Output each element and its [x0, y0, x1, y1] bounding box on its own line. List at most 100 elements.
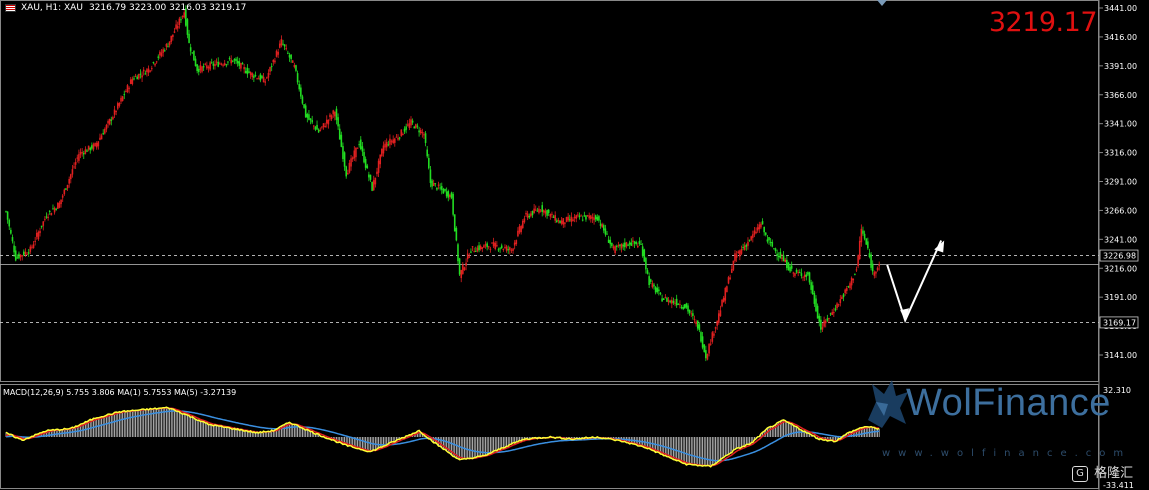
macd-axis-bottom: -33.411 [1103, 481, 1134, 490]
candle-body [539, 210, 542, 212]
candle-body [844, 289, 846, 294]
candle-body [672, 300, 675, 303]
candle-body [831, 312, 833, 315]
candle-body [361, 146, 364, 152]
candle-body [565, 217, 568, 222]
candle-body [666, 297, 668, 302]
candle-body [729, 277, 731, 280]
candle-body [329, 114, 331, 118]
candle-body [789, 266, 791, 272]
candle-body [674, 302, 676, 304]
candle-body [849, 283, 851, 289]
candle-body [11, 237, 14, 242]
candle-body [577, 214, 579, 216]
candle-body [225, 64, 228, 66]
candle-body [836, 303, 838, 309]
candle-body [740, 248, 743, 254]
candle-body [671, 299, 673, 304]
candle-body [372, 180, 375, 191]
candle-body [186, 19, 189, 35]
candle-body [434, 183, 437, 185]
candle-body [236, 60, 239, 64]
candle-body [5, 211, 7, 213]
candle-body [267, 72, 270, 78]
candle-body [232, 60, 234, 62]
candle-body [807, 272, 809, 275]
candle-body [358, 144, 360, 146]
candle-body [248, 71, 250, 73]
candle-body [293, 64, 296, 68]
candle-body [426, 149, 428, 157]
candle-body [737, 251, 740, 254]
time-shift-marker[interactable] [877, 0, 887, 6]
candle-body [204, 63, 207, 65]
candle-body [133, 78, 135, 80]
candle-body [865, 238, 868, 245]
candle-body [246, 67, 249, 75]
candle-body [351, 157, 354, 160]
candle-body [410, 119, 412, 126]
candle-body [628, 242, 631, 245]
candle-body [509, 247, 511, 250]
candle-body [31, 246, 33, 248]
candle-body [241, 63, 244, 65]
candle-body [815, 298, 817, 312]
chart-header: XAU, H1: XAU 3216.79 3223.00 3216.03 321… [5, 1, 246, 15]
candle-body [661, 298, 663, 302]
candle-body [235, 58, 237, 62]
candle-body [546, 210, 548, 216]
candle-body [803, 274, 806, 278]
candle-body [110, 119, 113, 121]
candle-body [654, 287, 657, 293]
candle-body [199, 65, 202, 71]
candle-body [708, 343, 710, 354]
candle-body [627, 244, 629, 246]
candle-body [317, 129, 320, 133]
candle-body [423, 134, 425, 136]
candle-body [581, 219, 584, 221]
candle-body [611, 242, 613, 247]
candle-body [257, 78, 260, 80]
candle-body [125, 91, 127, 93]
candle-body [94, 142, 96, 146]
candle-body [742, 247, 744, 249]
candle-body [664, 297, 667, 299]
candle-body [48, 211, 51, 213]
candle-body [181, 15, 184, 18]
candle-body [703, 344, 706, 352]
candle-body [47, 216, 49, 218]
candle-body [510, 249, 513, 251]
candle-body [193, 50, 195, 61]
candle-body [136, 76, 139, 80]
candle-body [599, 223, 602, 226]
candle-body [698, 324, 701, 331]
candle-body [855, 269, 858, 271]
candle-body [44, 218, 46, 220]
candle-body [34, 240, 36, 242]
candle-body [769, 241, 772, 243]
candle-body [730, 269, 733, 273]
candle-body [222, 64, 224, 66]
candle-body [381, 148, 383, 157]
candle-body [266, 77, 268, 79]
candle-body [572, 219, 574, 222]
candle-body [526, 213, 529, 218]
candle-body [594, 215, 597, 220]
candle-body [18, 253, 20, 259]
candle-body [332, 110, 335, 115]
candle-body [837, 304, 840, 306]
candle-body [756, 227, 759, 231]
candle-body [466, 253, 469, 259]
candle-body [739, 250, 741, 257]
candle-body [347, 172, 349, 175]
candle-body [475, 250, 477, 252]
candle-body [845, 288, 848, 291]
projection-path [886, 240, 943, 324]
candle-body [390, 141, 393, 143]
candle-body [313, 125, 315, 127]
candle-body [230, 59, 232, 64]
candle-body [867, 241, 869, 249]
candle-body [747, 241, 749, 246]
candle-body [324, 125, 326, 128]
